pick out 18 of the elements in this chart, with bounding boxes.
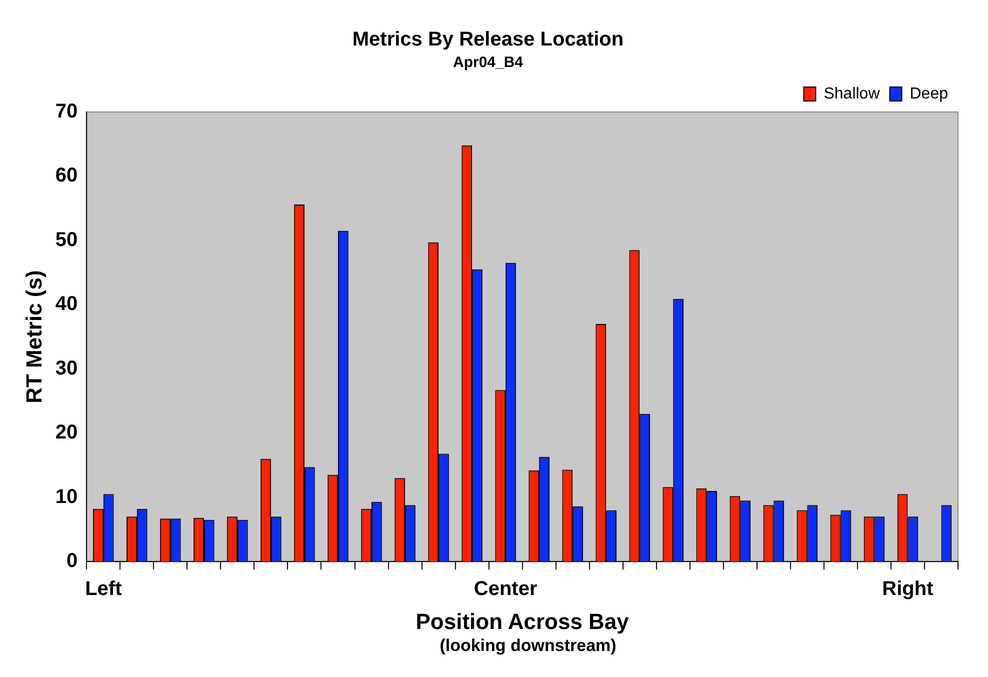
chart-title: Metrics By Release Location (352, 28, 624, 51)
x-tick-label: Left (85, 578, 122, 600)
x-tick-label: Center (474, 578, 538, 600)
y-tick-label: 20 (55, 422, 78, 444)
legend-label: Deep (910, 85, 948, 102)
y-tick-label: 70 (55, 100, 78, 123)
y-tick-label: 40 (55, 293, 78, 316)
x-tick-label: Right (882, 578, 934, 600)
y-axis-title: RT Metric (s) (21, 270, 46, 404)
y-tick-label: 0 (66, 550, 78, 572)
text: (looking downstream) (438, 636, 618, 656)
y-tick-label: 50 (55, 228, 78, 251)
y-tick-label: 10 (55, 486, 78, 508)
x-axis-title: Position Across Bay (416, 608, 630, 634)
chart-subtitle: Apr04_B4 (452, 54, 524, 72)
y-tick-label: 60 (55, 164, 78, 187)
y-tick-label: 30 (55, 357, 78, 380)
legend-label: Shallow (824, 85, 880, 102)
